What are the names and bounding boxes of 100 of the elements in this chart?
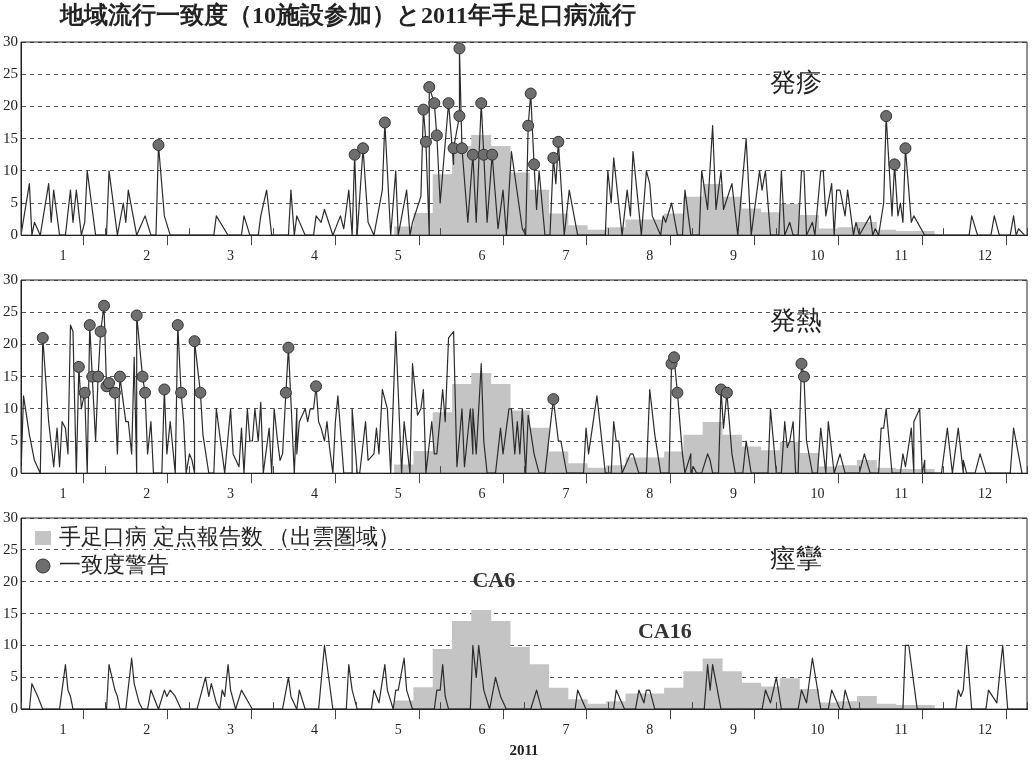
y-tick-label: 0 <box>10 226 18 243</box>
x-tick-label: 9 <box>730 722 738 738</box>
x-tick-label: 8 <box>646 486 654 502</box>
point <box>528 158 541 171</box>
x-tick-label: 10 <box>810 248 825 264</box>
point <box>78 386 91 399</box>
point <box>453 110 466 123</box>
y-tick-label: 30 <box>3 32 18 49</box>
point <box>880 110 893 123</box>
x-tick-label: 3 <box>227 486 235 502</box>
point <box>94 325 107 338</box>
x-tick-label: 5 <box>394 722 402 738</box>
y-tick-label: 25 <box>3 303 18 320</box>
point <box>83 319 96 332</box>
point <box>378 116 391 129</box>
point <box>428 97 441 110</box>
point <box>466 148 479 161</box>
legend-label: 一致度警告 <box>59 551 169 577</box>
point <box>92 370 105 383</box>
point <box>108 386 121 399</box>
point <box>430 129 443 142</box>
point <box>72 360 85 373</box>
chart-title: 地域流行一致度（10施設参加）と2011年手足口病流行 <box>58 1 637 30</box>
point <box>282 341 295 354</box>
x-tick-label: 9 <box>730 248 738 264</box>
annotation: CA16 <box>637 618 692 644</box>
x-tick-label: 2 <box>143 486 151 502</box>
y-tick-label: 15 <box>3 129 18 146</box>
y-tick-label: 25 <box>3 540 18 557</box>
point <box>419 135 432 148</box>
y-tick-label: 5 <box>10 431 18 448</box>
point <box>98 299 110 312</box>
point <box>175 386 188 399</box>
point <box>475 97 488 110</box>
point <box>888 158 901 171</box>
x-tick-label: 3 <box>227 248 235 264</box>
point <box>423 81 436 94</box>
x-tick-label: 6 <box>478 486 486 502</box>
point <box>171 319 184 332</box>
x-tick-label: 11 <box>894 248 908 264</box>
y-tick-label: 25 <box>3 65 18 82</box>
point <box>357 142 370 155</box>
point <box>453 42 466 55</box>
x-tick-label: 10 <box>810 722 825 738</box>
point <box>130 309 143 322</box>
x-tick-label: 10 <box>810 486 825 502</box>
annotation: CA6 <box>472 566 516 592</box>
x-tick-label: 4 <box>310 486 318 502</box>
y-tick-label: 30 <box>3 508 18 525</box>
x-tick-label: 2 <box>143 722 151 738</box>
x-tick-label: 12 <box>978 248 993 264</box>
x-tick-label: 9 <box>730 486 738 502</box>
x-tick-label: 8 <box>646 248 654 264</box>
point <box>795 357 808 370</box>
y-tick-label: 5 <box>10 668 18 685</box>
point <box>194 386 207 399</box>
point <box>279 386 292 399</box>
x-tick-label: 12 <box>978 722 993 738</box>
point <box>310 380 323 393</box>
y-tick-label: 20 <box>3 335 18 352</box>
point <box>486 148 499 161</box>
point <box>417 103 430 116</box>
x-tick-label: 7 <box>562 248 570 264</box>
x-tick-label: 4 <box>310 722 318 738</box>
x-tick-label: 1 <box>59 486 67 502</box>
point <box>671 386 684 399</box>
x-tick-label: 3 <box>227 722 235 738</box>
point <box>899 142 912 155</box>
x-tick-label: 4 <box>310 248 318 264</box>
point <box>455 142 468 155</box>
x-tick-label: 11 <box>894 722 908 738</box>
y-tick-label: 5 <box>10 193 18 210</box>
y-tick-label: 0 <box>10 700 18 717</box>
point <box>36 331 49 344</box>
point <box>152 139 165 152</box>
y-tick-label: 10 <box>3 636 18 653</box>
x-tick-label: 1 <box>59 248 67 264</box>
point <box>442 97 455 110</box>
x-tick-label: 6 <box>478 248 486 264</box>
x-tick-label: 6 <box>478 722 486 738</box>
point <box>547 151 560 164</box>
y-tick-label: 0 <box>10 464 18 481</box>
text: 発疹 <box>769 68 822 98</box>
x-tick-label: 7 <box>562 722 570 738</box>
y-tick-label: 10 <box>3 399 18 416</box>
point <box>188 335 201 348</box>
point <box>113 370 126 383</box>
point <box>139 386 152 399</box>
text: 痙攣 <box>769 543 822 573</box>
point <box>522 119 535 132</box>
point <box>348 148 361 161</box>
x-tick-label: 5 <box>394 248 402 264</box>
point <box>798 370 810 383</box>
x-tick-label: 2 <box>143 248 151 264</box>
y-tick-label: 15 <box>3 604 18 621</box>
point <box>552 135 565 148</box>
y-tick-label: 20 <box>3 97 18 114</box>
x-tick-label: 7 <box>562 486 570 502</box>
x-tick-label: 12 <box>978 486 993 502</box>
y-tick-label: 10 <box>3 161 18 178</box>
